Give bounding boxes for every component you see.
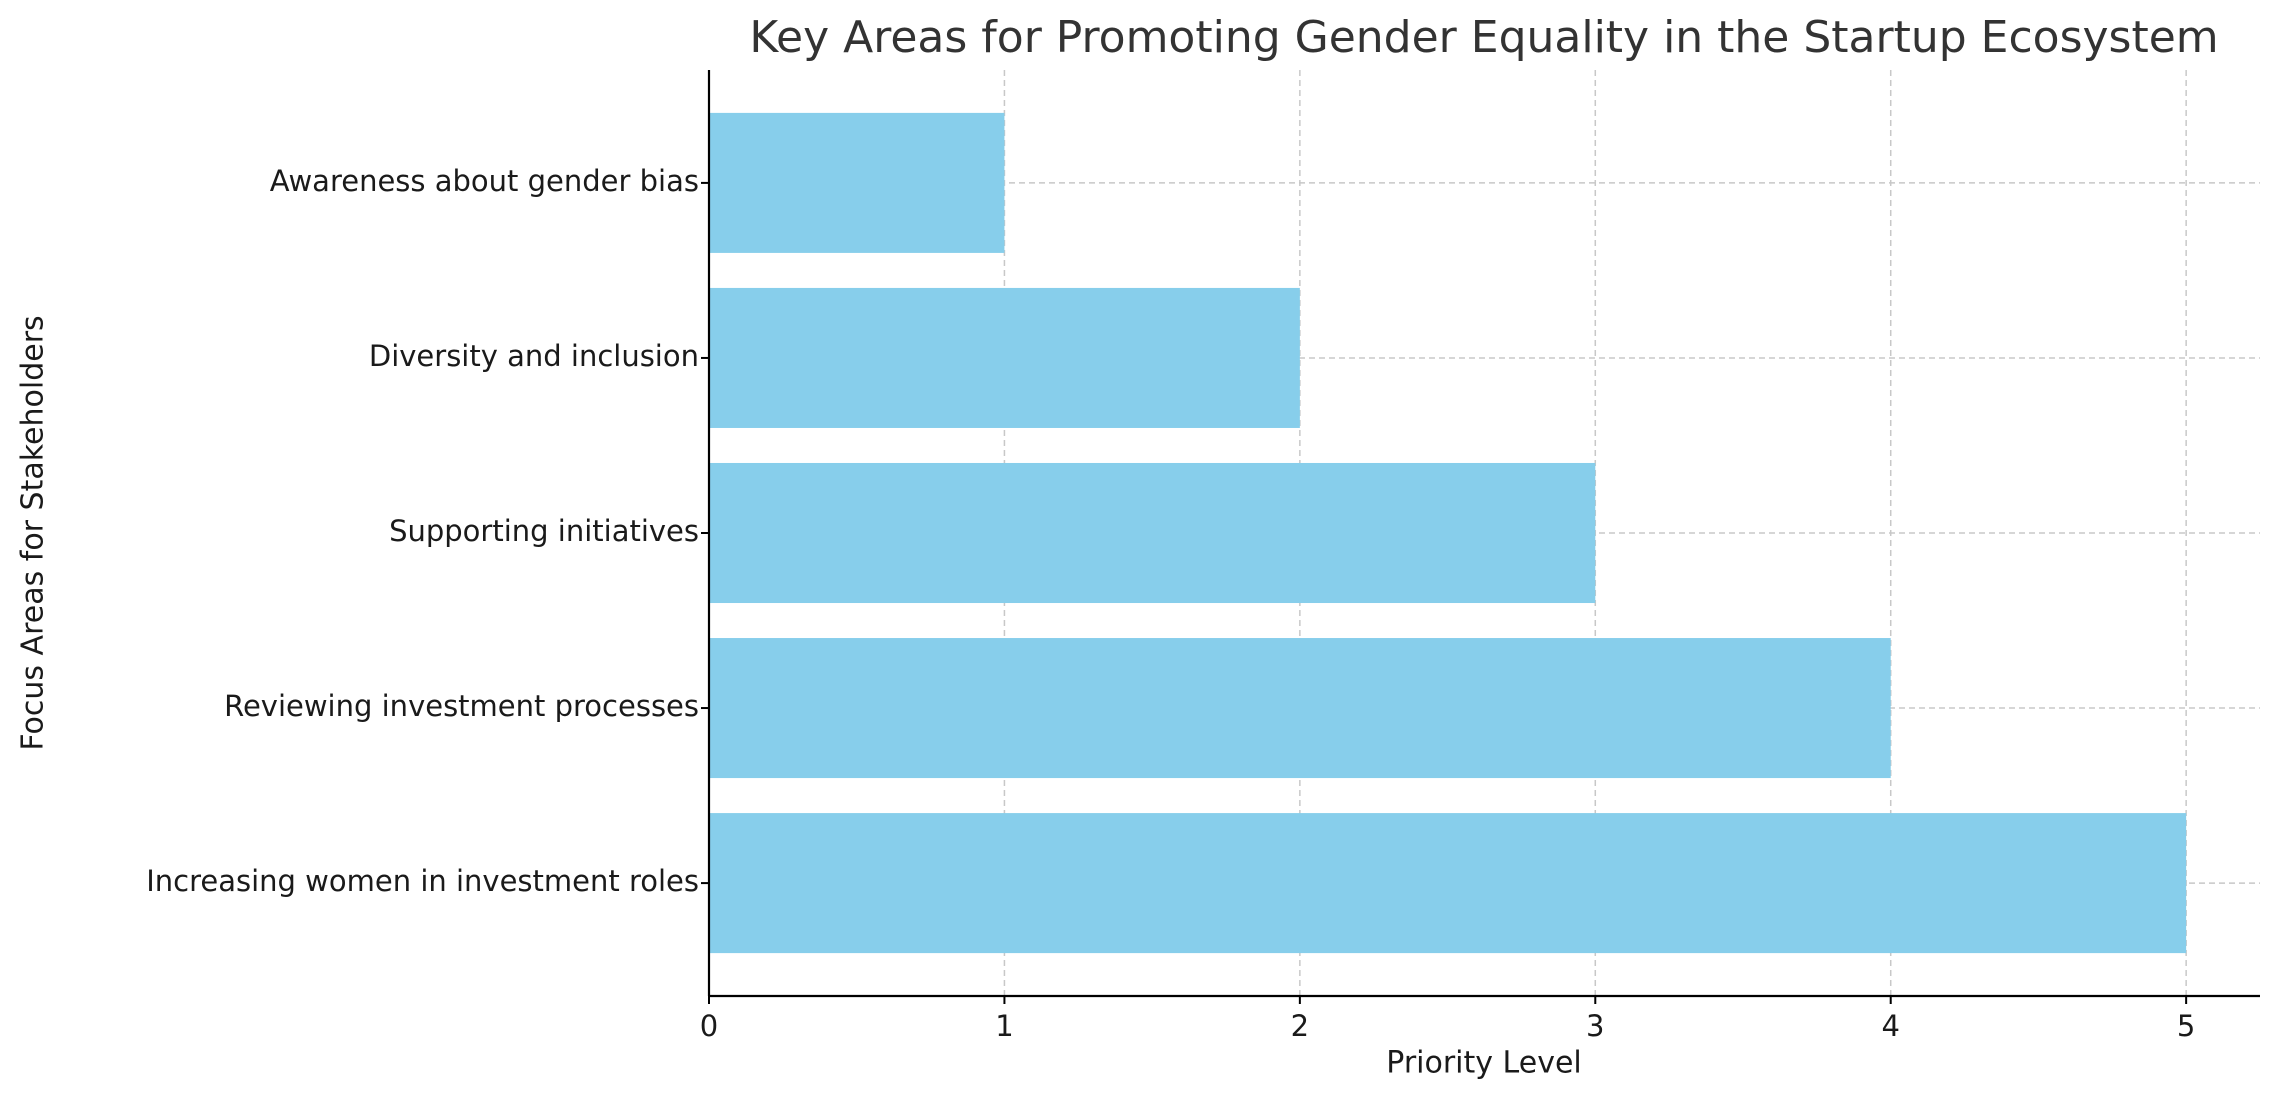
x-tick-label: 3 — [1586, 1009, 1604, 1043]
y-tick-label: Supporting initiatives — [389, 514, 699, 548]
x-tick-label: 2 — [1291, 1009, 1309, 1043]
bar — [709, 638, 1891, 779]
y-axis-label: Focus Areas for Stakeholders — [16, 315, 51, 750]
y-tick-label: Reviewing investment processes — [224, 689, 699, 723]
chart-title: Key Areas for Promoting Gender Equality … — [749, 12, 2218, 63]
y-tick-label: Diversity and inclusion — [369, 339, 699, 373]
x-tick-label: 4 — [1881, 1009, 1899, 1043]
y-tick-label: Increasing women in investment roles — [146, 864, 699, 898]
bar — [709, 813, 2187, 954]
x-tick-label: 0 — [700, 1009, 718, 1043]
bar — [709, 287, 1300, 428]
x-tick-label: 1 — [995, 1009, 1013, 1043]
y-tick-label: Awareness about gender bias — [270, 164, 699, 198]
bar — [709, 462, 1596, 604]
x-axis-label: Priority Level — [1386, 1046, 1582, 1081]
bar — [709, 112, 1005, 253]
x-tick-label: 5 — [2177, 1009, 2195, 1043]
